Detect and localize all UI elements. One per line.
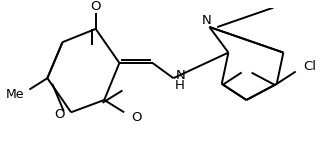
Text: Cl: Cl [303, 60, 316, 73]
Text: N: N [202, 14, 212, 27]
Text: Me: Me [6, 88, 25, 101]
Text: N: N [175, 69, 185, 82]
Text: H: H [174, 79, 184, 92]
Text: O: O [132, 111, 142, 124]
Text: O: O [90, 0, 101, 13]
Text: O: O [54, 108, 64, 121]
